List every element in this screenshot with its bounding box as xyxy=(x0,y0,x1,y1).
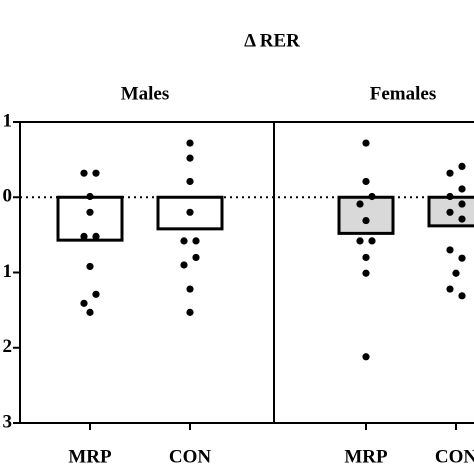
data-point xyxy=(458,162,466,170)
data-point xyxy=(180,237,188,245)
bar xyxy=(427,195,474,228)
data-point xyxy=(362,177,370,186)
x-tick-label: CON xyxy=(435,446,474,467)
bar xyxy=(337,195,395,235)
panel-title: Males xyxy=(121,83,170,104)
data-point xyxy=(446,208,454,216)
data-point xyxy=(186,154,194,162)
data-point xyxy=(362,216,370,225)
y-tick-label: 1 xyxy=(3,261,13,282)
data-point xyxy=(356,237,364,245)
data-point xyxy=(186,177,194,186)
data-point xyxy=(186,285,194,293)
data-point xyxy=(458,254,466,262)
x-tick-label: CON xyxy=(169,446,212,467)
data-point xyxy=(80,232,88,240)
data-point xyxy=(180,261,188,269)
data-point xyxy=(192,237,200,245)
data-point xyxy=(186,308,194,316)
data-point xyxy=(458,292,466,300)
data-point xyxy=(446,169,454,177)
x-tick-label: MRP xyxy=(68,446,112,467)
data-point xyxy=(362,269,370,277)
data-point xyxy=(86,262,94,271)
data-point xyxy=(458,215,466,223)
y-tick-label: 2 xyxy=(3,336,13,357)
data-point xyxy=(92,169,100,177)
y-tick-label: 0 xyxy=(3,186,13,207)
data-point xyxy=(362,253,370,262)
data-point xyxy=(186,139,194,147)
data-point xyxy=(356,200,364,208)
data-point xyxy=(446,192,454,201)
data-point xyxy=(458,200,466,208)
data-point xyxy=(192,253,200,262)
data-point xyxy=(446,285,454,293)
data-point xyxy=(362,139,370,147)
data-point xyxy=(446,246,454,254)
data-point xyxy=(86,308,94,316)
bar xyxy=(56,195,124,242)
y-tick-label: 1 xyxy=(3,110,13,131)
data-point xyxy=(368,192,376,201)
chart-title: Δ RER xyxy=(244,30,300,51)
data-point xyxy=(458,185,466,193)
data-point xyxy=(86,208,94,216)
data-point xyxy=(86,192,94,201)
y-tick-label: 3 xyxy=(3,411,13,432)
data-point xyxy=(92,232,100,240)
panel-title: Females xyxy=(370,83,436,104)
data-point xyxy=(186,208,194,216)
data-point xyxy=(452,269,460,277)
data-point xyxy=(80,299,88,307)
data-point xyxy=(80,169,88,177)
data-point xyxy=(92,290,100,298)
data-point xyxy=(368,237,376,245)
x-tick-label: MRP xyxy=(344,446,388,467)
data-point xyxy=(362,353,370,361)
